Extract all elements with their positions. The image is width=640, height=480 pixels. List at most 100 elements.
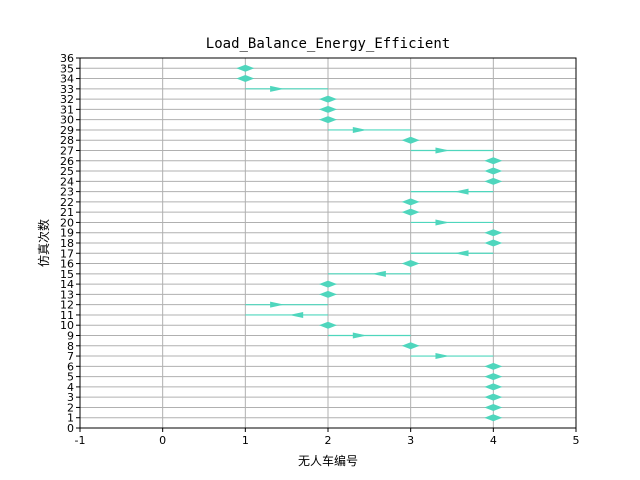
transition-arrow — [484, 157, 503, 165]
y-tick-label: 17 — [60, 247, 74, 260]
transition-arrow — [236, 64, 255, 72]
arrow-head — [319, 95, 337, 103]
arrow-head — [289, 311, 304, 318]
y-tick-label: 30 — [60, 114, 74, 127]
transition-arrow — [328, 270, 411, 277]
transition-arrow — [410, 250, 494, 257]
transition-arrow — [410, 219, 494, 226]
transition-arrow — [319, 321, 337, 329]
arrow-head — [401, 208, 420, 216]
y-tick-label: 13 — [60, 288, 74, 301]
arrow-head — [236, 64, 255, 72]
chart-title: Load_Balance_Energy_Efficient — [206, 36, 450, 52]
y-tick-label: 21 — [60, 206, 74, 219]
y-tick-label: 11 — [60, 309, 74, 322]
arrow-head — [319, 280, 337, 288]
arrow-head — [484, 403, 503, 411]
plot-marks — [236, 64, 503, 422]
transition-arrow — [401, 260, 420, 268]
transition-arrow — [410, 147, 494, 154]
y-axis-label: 仿真次数 — [36, 219, 51, 267]
transition-arrow — [484, 229, 503, 237]
arrow-head — [435, 147, 450, 154]
y-tick-label: 26 — [60, 155, 74, 168]
transition-arrow — [484, 393, 503, 401]
arrow-head — [484, 177, 503, 185]
transition-arrow — [319, 116, 337, 124]
y-tick-label: 15 — [60, 268, 74, 281]
y-tick-label: 36 — [60, 52, 74, 65]
arrow-head — [484, 414, 503, 422]
transition-arrow — [484, 177, 503, 185]
y-tick-label: 2 — [67, 401, 74, 414]
x-tick-label: 0 — [159, 434, 166, 447]
y-tick-label: 12 — [60, 299, 74, 312]
arrow-head — [484, 393, 503, 401]
y-tick-label: 16 — [60, 258, 74, 271]
y-tick-label: 19 — [60, 227, 74, 240]
y-tick-label: 0 — [67, 422, 74, 435]
arrow-head — [401, 342, 420, 350]
y-tick-label: 18 — [60, 237, 74, 250]
x-tick-label: 4 — [490, 434, 497, 447]
transition-arrow — [401, 198, 420, 206]
arrow-head — [435, 219, 450, 226]
y-tick-label: 20 — [60, 216, 74, 229]
transition-arrow — [401, 342, 420, 350]
x-tick-label: 5 — [573, 434, 580, 447]
y-tick-label: 8 — [67, 340, 74, 353]
arrow-head — [319, 116, 337, 124]
arrow-head — [319, 290, 337, 298]
arrow-head — [454, 188, 469, 195]
arrow-head — [484, 239, 503, 247]
transition-arrow — [401, 136, 420, 144]
arrow-head — [435, 353, 450, 360]
x-tick-label: 1 — [242, 434, 249, 447]
arrow-head — [319, 321, 337, 329]
arrow-head — [352, 332, 367, 339]
y-tick-label: 7 — [67, 350, 74, 363]
transition-arrow — [328, 332, 411, 339]
arrow-head — [484, 157, 503, 165]
y-tick-label: 28 — [60, 134, 74, 147]
y-tick-label: 24 — [60, 175, 74, 188]
y-tick-label: 35 — [60, 62, 74, 75]
arrow-head — [319, 105, 337, 113]
y-tick-label: 25 — [60, 165, 74, 178]
transition-arrow — [484, 403, 503, 411]
y-tick-label: 10 — [60, 319, 74, 332]
y-tick-label: 6 — [67, 360, 74, 373]
arrow-head — [401, 198, 420, 206]
arrow-head — [401, 136, 420, 144]
transition-arrow — [484, 373, 503, 381]
y-tick-label: 29 — [60, 124, 74, 137]
arrow-head — [484, 167, 503, 175]
arrow-head — [484, 373, 503, 381]
transition-arrow — [410, 188, 494, 195]
y-tick-label: 9 — [67, 330, 74, 343]
transition-arrow — [328, 126, 411, 133]
y-tick-label: 23 — [60, 186, 74, 199]
y-tick-label: 33 — [60, 83, 74, 96]
arrow-head — [352, 126, 367, 133]
y-tick-label: 4 — [67, 381, 74, 394]
x-tick-label: 3 — [407, 434, 414, 447]
x-tick-label: 2 — [325, 434, 332, 447]
arrow-head — [371, 270, 386, 277]
transition-arrow — [236, 75, 255, 83]
x-axis-label: 无人车编号 — [298, 453, 358, 468]
x-tick-label: -1 — [75, 434, 86, 447]
transition-arrow — [245, 85, 328, 92]
y-tick-label: 34 — [60, 73, 74, 86]
y-tick-label: 1 — [67, 412, 74, 425]
transition-arrow — [484, 239, 503, 247]
arrow-head — [484, 362, 503, 370]
y-tick-label: 14 — [60, 278, 74, 291]
arrow-head — [454, 250, 469, 257]
transition-arrow — [484, 167, 503, 175]
arrow-head — [401, 260, 420, 268]
y-tick-label: 22 — [60, 196, 74, 209]
y-tick-label: 5 — [67, 371, 74, 384]
y-tick-label: 27 — [60, 145, 74, 158]
